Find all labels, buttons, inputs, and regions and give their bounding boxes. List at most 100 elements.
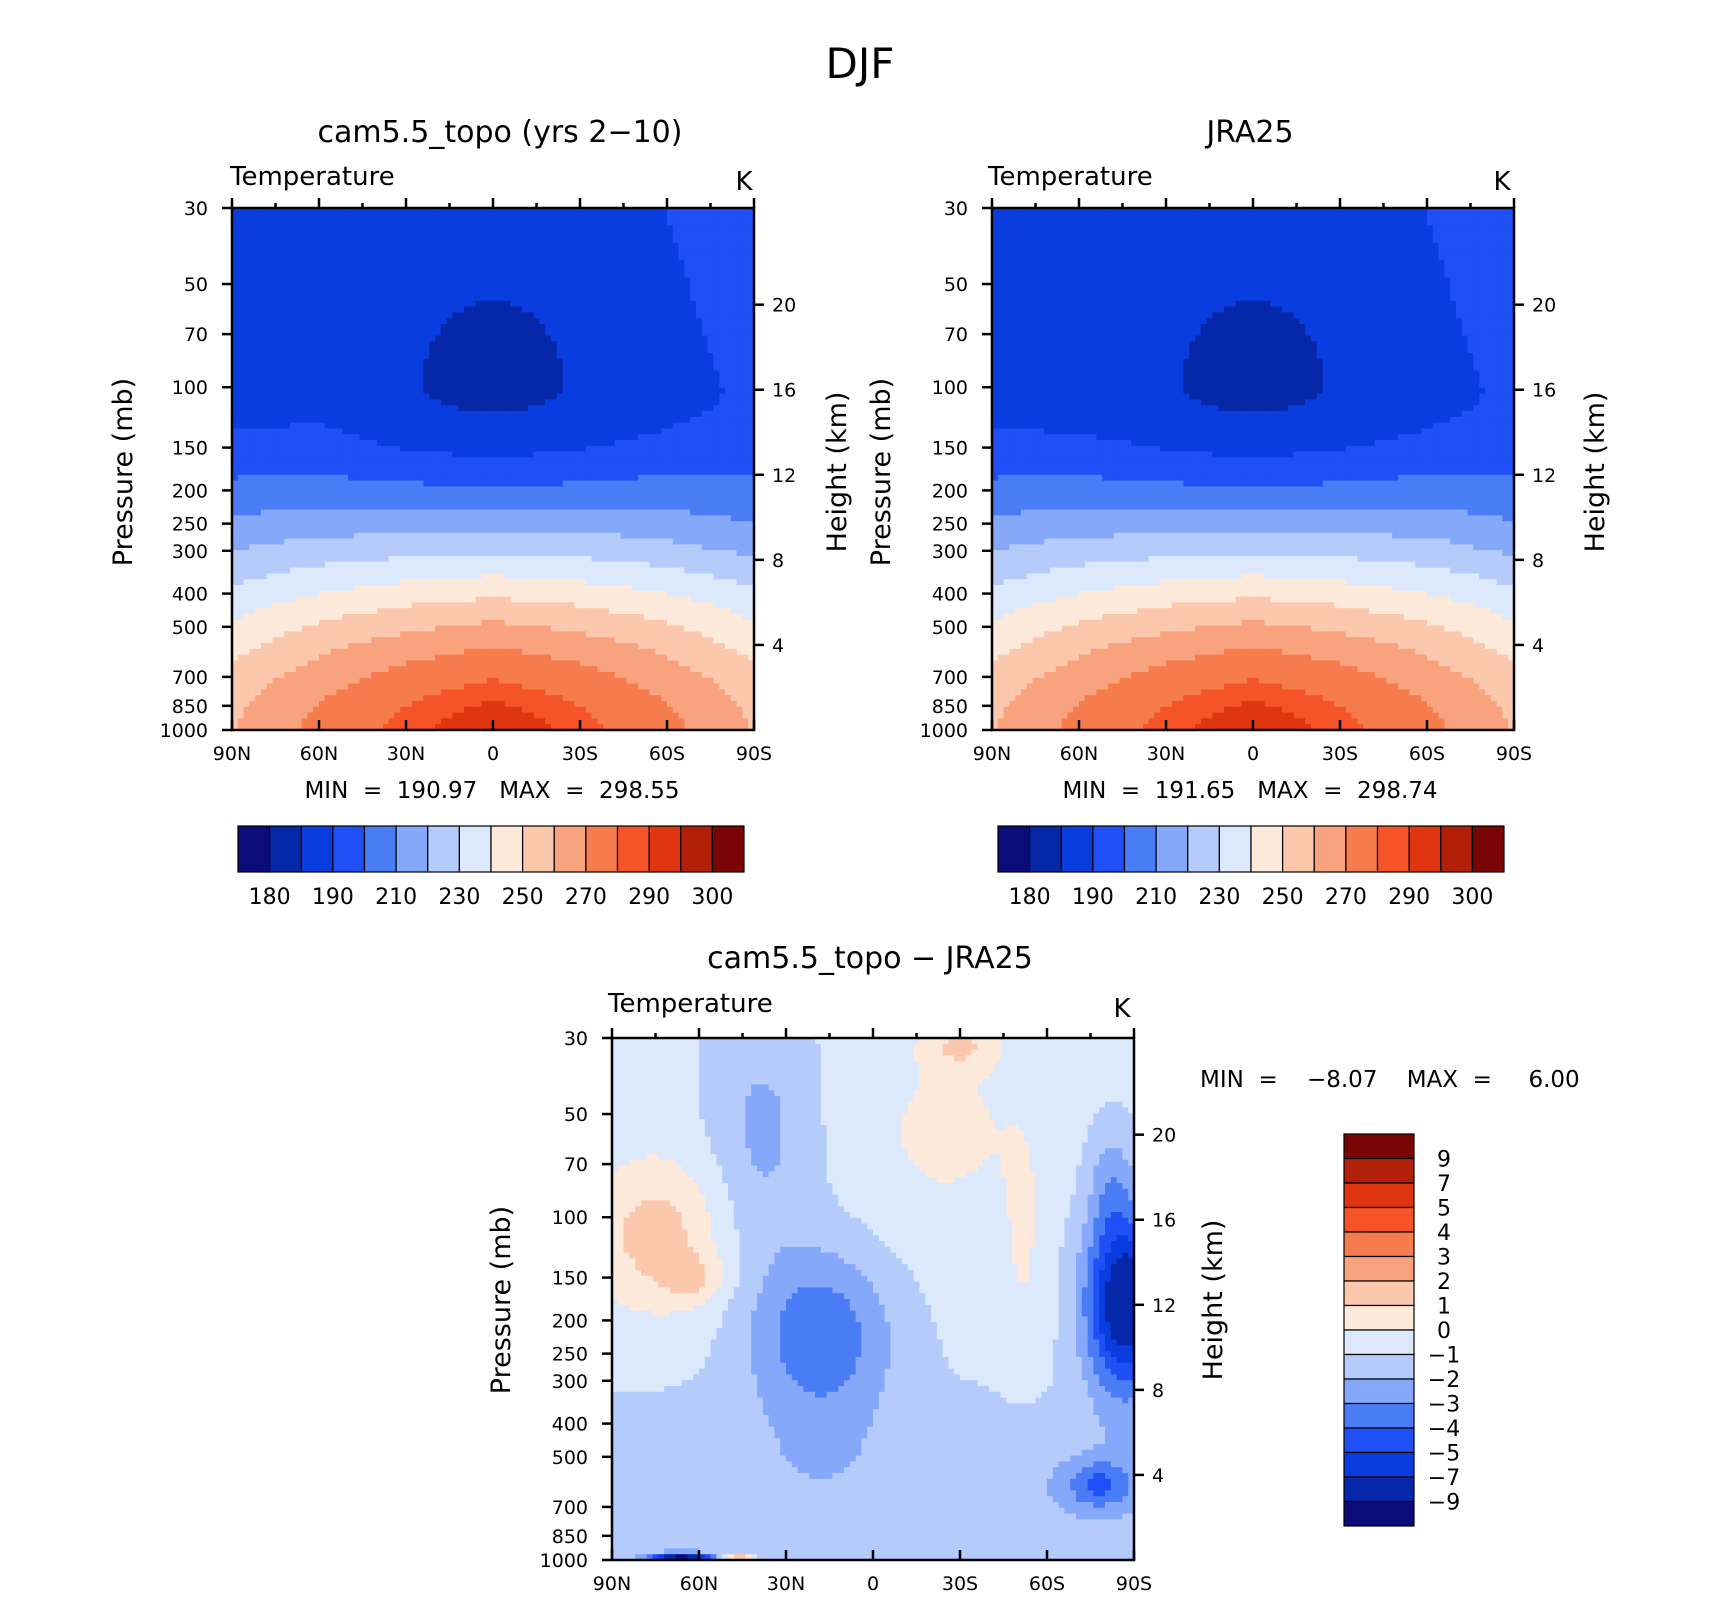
contour-cell <box>516 498 522 504</box>
contour-cell <box>342 272 348 278</box>
contour-cell <box>278 283 284 289</box>
contour-cell <box>725 272 731 278</box>
contour-cell <box>725 457 731 463</box>
contour-cell <box>470 214 476 220</box>
contour-cell <box>510 370 516 376</box>
contour-cell <box>592 243 598 249</box>
contour-cell <box>249 307 255 313</box>
contour-cell <box>452 452 458 458</box>
contour-cell <box>661 370 667 376</box>
contour-cell <box>621 492 627 498</box>
contour-cell <box>737 312 743 318</box>
contour-cell <box>563 359 569 365</box>
contour-cell <box>447 237 453 243</box>
contour-cell <box>551 463 557 469</box>
contour-cell <box>679 504 685 510</box>
contour-cell <box>447 278 453 284</box>
contour-cell <box>348 382 354 388</box>
contour-cell <box>742 440 748 446</box>
contour-cell <box>447 312 453 318</box>
contour-cell <box>528 481 534 487</box>
contour-cell <box>644 359 650 365</box>
contour-cell <box>261 428 267 434</box>
contour-cell <box>516 428 522 434</box>
contour-cell <box>371 498 377 504</box>
contour-cell <box>313 434 319 440</box>
contour-cell <box>708 405 714 411</box>
contour-cell <box>673 272 679 278</box>
contour-cell <box>377 498 383 504</box>
contour-cell <box>429 324 435 330</box>
contour-cell <box>371 365 377 371</box>
contour-cell <box>435 312 441 318</box>
contour-cell <box>371 417 377 423</box>
contour-cell <box>487 475 493 481</box>
contour-cell <box>632 411 638 417</box>
contour-cell <box>249 394 255 400</box>
contour-cell <box>360 504 366 510</box>
contour-cell <box>568 220 574 226</box>
contour-cell <box>557 504 563 510</box>
contour-cell <box>418 446 424 452</box>
contour-cell <box>644 463 650 469</box>
contour-cell <box>696 272 702 278</box>
contour-cell <box>365 498 371 504</box>
contour-cell <box>307 428 313 434</box>
contour-cell <box>690 434 696 440</box>
contour-cell <box>452 469 458 475</box>
contour-cell <box>481 405 487 411</box>
contour-cell <box>708 341 714 347</box>
contour-cell <box>539 324 545 330</box>
contour-cell <box>545 423 551 429</box>
contour-cell <box>267 243 273 249</box>
contour-cell <box>447 527 453 533</box>
contour-cell <box>713 295 719 301</box>
contour-cell <box>255 399 261 405</box>
contour-cell <box>389 388 395 394</box>
contour-cell <box>383 498 389 504</box>
contour-cell <box>284 266 290 272</box>
contour-cell <box>545 353 551 359</box>
contour-cell <box>667 370 673 376</box>
contour-cell <box>632 492 638 498</box>
contour-cell <box>331 231 337 237</box>
contour-cell <box>673 417 679 423</box>
contour-cell <box>284 515 290 521</box>
contour-cell <box>302 446 308 452</box>
contour-cell <box>406 370 412 376</box>
contour-cell <box>441 457 447 463</box>
contour-cell <box>255 521 261 527</box>
contour-cell <box>389 411 395 417</box>
contour-cell <box>725 417 731 423</box>
contour-cell <box>673 498 679 504</box>
contour-cell <box>354 510 360 516</box>
contour-cell <box>586 515 592 521</box>
contour-cell <box>319 214 325 220</box>
contour-cell <box>667 498 673 504</box>
contour-cell <box>493 405 499 411</box>
contour-cell <box>331 405 337 411</box>
contour-cell <box>702 295 708 301</box>
contour-cell <box>684 347 690 353</box>
contour-cell <box>476 498 482 504</box>
contour-cell <box>580 307 586 313</box>
contour-cell <box>603 370 609 376</box>
contour-cell <box>470 492 476 498</box>
contour-cell <box>690 336 696 342</box>
contour-cell <box>400 370 406 376</box>
contour-cell <box>429 481 435 487</box>
contour-cell <box>470 486 476 492</box>
contour-cell <box>261 266 267 272</box>
contour-cell <box>267 382 273 388</box>
contour-cell <box>696 376 702 382</box>
contour-cell <box>400 405 406 411</box>
contour-cell <box>365 214 371 220</box>
contour-cell <box>435 214 441 220</box>
contour-cell <box>296 312 302 318</box>
contour-cell <box>377 428 383 434</box>
contour-cell <box>371 457 377 463</box>
contour-cell <box>737 481 743 487</box>
contour-cell <box>278 353 284 359</box>
contour-cell <box>296 423 302 429</box>
contour-cell <box>383 463 389 469</box>
